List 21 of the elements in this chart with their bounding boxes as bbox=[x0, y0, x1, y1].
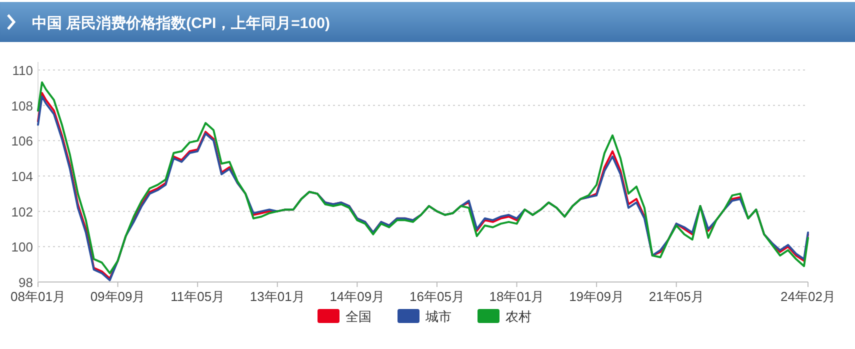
x-tick-label: 09年09月 bbox=[90, 289, 146, 304]
legend-label: 全国 bbox=[346, 309, 372, 324]
x-tick-label: 08年01月 bbox=[10, 289, 66, 304]
y-tick-label: 104 bbox=[11, 169, 33, 184]
x-tick-label: 24年02月 bbox=[780, 289, 836, 304]
legend-label: 城市 bbox=[424, 309, 452, 324]
x-tick-label: 18年01月 bbox=[489, 289, 544, 304]
x-tick-label: 14年09月 bbox=[330, 289, 385, 304]
y-tick-label: 106 bbox=[11, 134, 33, 149]
y-tick-label: 98 bbox=[18, 275, 33, 290]
legend-label: 农村 bbox=[506, 309, 532, 324]
x-tick-label: 21年05月 bbox=[648, 289, 704, 304]
x-tick-label: 19年09月 bbox=[569, 289, 624, 304]
y-tick-label: 110 bbox=[12, 63, 33, 78]
x-tick-label: 16年05月 bbox=[410, 289, 464, 304]
x-tick-label: 13年01月 bbox=[250, 289, 305, 304]
y-tick-label: 108 bbox=[11, 98, 33, 114]
x-tick-label: 11年05月 bbox=[170, 289, 225, 304]
y-tick-label: 102 bbox=[11, 204, 33, 220]
y-tick-label: 100 bbox=[11, 240, 33, 255]
chart-title: 中国 居民消费价格指数(CPI，上年同月=100) bbox=[32, 15, 330, 32]
